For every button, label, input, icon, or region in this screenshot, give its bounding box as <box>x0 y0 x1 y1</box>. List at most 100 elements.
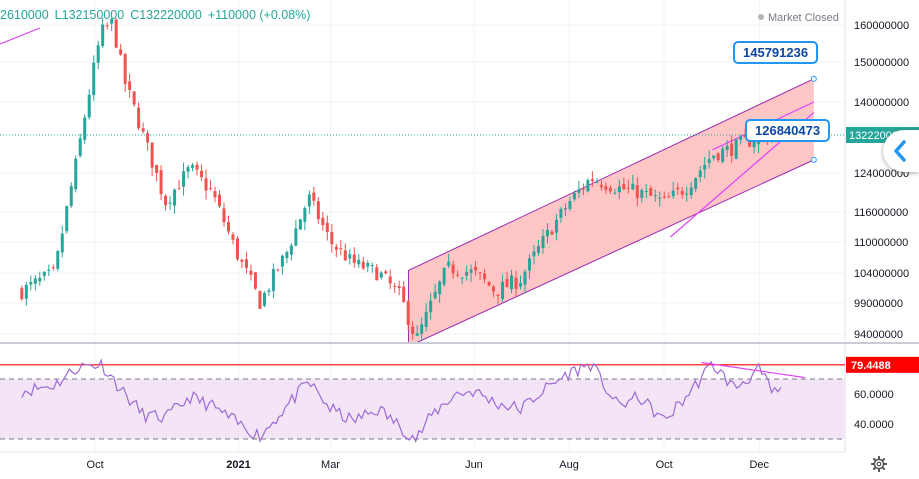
candle <box>235 236 239 262</box>
candle-body <box>60 233 64 253</box>
candle-body <box>303 208 307 222</box>
candle-body <box>164 195 168 206</box>
candle-body <box>510 275 514 290</box>
candle <box>168 196 172 211</box>
candle <box>474 260 478 276</box>
candle <box>433 283 437 300</box>
candle-body <box>752 141 756 148</box>
candle <box>563 203 567 217</box>
time-tick-label: 2021 <box>226 459 250 471</box>
candle-body <box>429 300 433 313</box>
candle <box>649 185 653 197</box>
candle <box>137 102 141 131</box>
candle <box>96 40 100 70</box>
channel-lower-handle <box>810 156 817 163</box>
candle-body <box>680 191 684 195</box>
candle <box>631 174 635 190</box>
candle <box>572 190 576 202</box>
candle-body <box>316 201 320 220</box>
candle-body <box>244 259 248 268</box>
candle <box>519 275 523 290</box>
candle <box>734 137 738 160</box>
candle <box>51 264 55 271</box>
candle-body <box>209 188 213 190</box>
candle <box>222 202 226 227</box>
time-tick-label: Oct <box>87 459 104 471</box>
price-tick-label: 99000000 <box>854 298 903 310</box>
candle <box>87 89 91 120</box>
candle-body <box>716 153 720 161</box>
candle <box>164 193 168 211</box>
candle <box>451 260 455 279</box>
candle <box>357 254 361 268</box>
candle <box>393 282 397 294</box>
candle-body <box>339 248 343 250</box>
candle <box>177 180 181 190</box>
candle <box>545 223 549 244</box>
candle <box>438 280 442 304</box>
candle <box>29 275 33 291</box>
candle <box>595 178 599 184</box>
gear-icon[interactable] <box>871 456 887 472</box>
candle-body <box>114 19 118 48</box>
candle-body <box>541 236 545 249</box>
price-pane <box>0 18 817 342</box>
candle-body <box>218 194 222 207</box>
candle <box>707 150 711 169</box>
candle <box>33 274 37 291</box>
channel-upper-handle <box>810 75 817 82</box>
rsi-divergence-line <box>701 361 805 379</box>
candle-body <box>406 301 410 325</box>
candle-body <box>676 187 680 190</box>
candle-body <box>532 251 536 257</box>
candle-body <box>173 189 177 206</box>
candle-body <box>101 24 105 46</box>
candle <box>721 146 725 164</box>
candle-body <box>402 286 406 302</box>
candle-body <box>155 164 159 174</box>
candle <box>294 219 298 247</box>
candle <box>581 183 585 195</box>
candle-body <box>352 254 356 263</box>
lower-target-callout[interactable]: 126840473 <box>745 119 831 142</box>
candle-body <box>685 193 689 195</box>
lower-target-label: 126840473 <box>755 123 821 138</box>
ohlc-close: C132220000 <box>130 8 202 22</box>
candle <box>388 269 392 290</box>
candle-body <box>725 145 729 150</box>
candle-body <box>581 188 585 190</box>
candle <box>343 243 347 262</box>
candle-body <box>568 201 572 209</box>
side-panel-toggle[interactable] <box>883 130 919 172</box>
candle-body <box>451 264 455 274</box>
candle-body <box>631 183 635 190</box>
candle <box>92 55 96 101</box>
candle-body <box>226 222 230 232</box>
candle-body <box>74 158 78 190</box>
time-tick-label: Aug <box>559 459 579 471</box>
candle-body <box>56 251 60 269</box>
candle-body <box>146 133 150 143</box>
candle <box>716 152 720 163</box>
candle <box>159 165 163 201</box>
candle-body <box>375 267 379 281</box>
time-tick-label: Jun <box>465 459 483 471</box>
candle <box>510 269 514 294</box>
candle <box>146 129 150 151</box>
candle-body <box>204 178 208 191</box>
candle <box>182 162 186 196</box>
candle-body <box>20 288 24 299</box>
candle <box>577 181 581 198</box>
candle-body <box>613 192 617 194</box>
candle-body <box>465 272 469 276</box>
candle <box>119 43 123 56</box>
candle-body <box>469 269 473 273</box>
rsi-tick-label: 60.0000 <box>854 389 894 401</box>
candle-body <box>137 107 141 129</box>
candle-body <box>285 252 289 259</box>
candle <box>253 272 257 290</box>
candle <box>289 243 293 261</box>
candle-body <box>87 94 91 118</box>
upper-target-callout[interactable]: 145791236 <box>733 41 819 64</box>
